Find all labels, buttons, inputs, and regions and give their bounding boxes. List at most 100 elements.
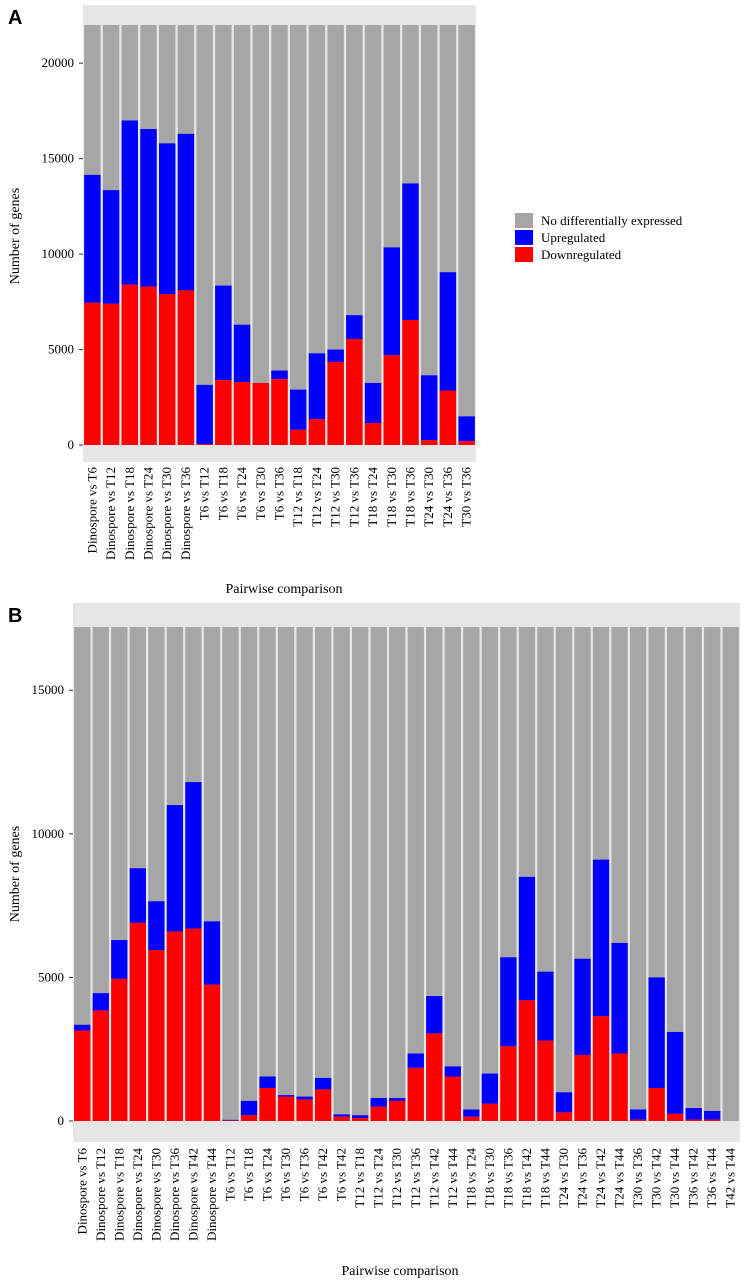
x-tick-label-14: T12 vs T30 <box>328 467 343 527</box>
bar-downregulated-26 <box>537 1040 554 1121</box>
bar-downregulated-32 <box>648 1087 665 1121</box>
bar-none-19 <box>420 25 438 445</box>
bar-upregulated-4 <box>129 868 146 923</box>
x-tick-label-11: T6 vs T36 <box>272 467 287 521</box>
bar-downregulated-18 <box>402 319 419 445</box>
bar-upregulated-18 <box>389 1098 406 1101</box>
bar-none-14 <box>314 627 332 1121</box>
bar-downregulated-29 <box>592 1016 610 1121</box>
bar-none-16 <box>352 627 369 1121</box>
y-tick-label-2: 5000 <box>38 969 64 984</box>
bar-upregulated-6 <box>166 805 184 932</box>
bar-upregulated-15 <box>333 1114 350 1117</box>
bar-upregulated-8 <box>215 285 232 381</box>
panel-a-bars <box>84 25 475 445</box>
bar-none-13 <box>308 25 326 445</box>
x-tick-label-16: T18 vs T24 <box>365 467 380 527</box>
bar-downregulated-16 <box>352 1118 369 1121</box>
bar-none-19 <box>407 627 424 1121</box>
bar-upregulated-29 <box>592 859 610 1017</box>
bar-upregulated-31 <box>629 1109 647 1120</box>
legend-swatch-up <box>515 230 533 245</box>
x-tick-label-25: T18 vs T42 <box>519 1148 534 1208</box>
bar-upregulated-7 <box>185 782 202 929</box>
bar-upregulated-3 <box>111 940 128 979</box>
bar-upregulated-13 <box>296 1096 313 1100</box>
x-tick-label-5: Dinospore vs T30 <box>148 1148 163 1241</box>
x-tick-label-4: Dinospore vs T24 <box>141 467 156 560</box>
bar-downregulated-4 <box>129 922 146 1121</box>
x-tick-label-21: T12 vs T44 <box>445 1148 460 1208</box>
bar-downregulated-1 <box>74 1030 91 1121</box>
bar-none-10 <box>252 25 270 445</box>
bar-downregulated-9 <box>233 382 251 445</box>
bar-upregulated-1 <box>74 1024 91 1031</box>
bar-upregulated-15 <box>346 315 363 340</box>
bar-downregulated-22 <box>463 1116 480 1121</box>
bar-upregulated-2 <box>102 190 120 304</box>
x-tick-label-10: T6 vs T30 <box>253 467 268 520</box>
x-tick-label-34: T36 vs T42 <box>686 1148 701 1208</box>
y-tick-label-1: 0 <box>68 437 75 452</box>
bar-upregulated-25 <box>518 876 536 1001</box>
bar-none-27 <box>555 627 573 1121</box>
x-tick-label-17: T12 vs T24 <box>371 1148 386 1208</box>
bar-upregulated-22 <box>463 1109 480 1117</box>
bar-upregulated-33 <box>667 1031 684 1114</box>
x-tick-label-21: T30 vs T36 <box>459 467 474 527</box>
legend-label-up: Upregulated <box>541 230 606 245</box>
bar-none-9 <box>222 627 239 1121</box>
bar-downregulated-9 <box>222 1120 239 1121</box>
bar-none-13 <box>296 627 313 1121</box>
bar-downregulated-20 <box>439 390 457 445</box>
x-tick-label-16: T12 vs T18 <box>352 1148 367 1208</box>
bar-downregulated-31 <box>629 1119 647 1121</box>
bar-downregulated-12 <box>277 1096 295 1121</box>
bar-downregulated-8 <box>215 380 232 445</box>
bar-none-21 <box>444 627 461 1121</box>
bar-downregulated-3 <box>111 978 128 1121</box>
bar-none-14 <box>327 25 344 445</box>
bar-none-7 <box>196 25 213 445</box>
x-tick-label-11: T6 vs T24 <box>260 1148 275 1202</box>
x-tick-label-6: Dinospore vs T36 <box>167 1148 182 1241</box>
x-tick-label-2: Dinospore vs T12 <box>93 1148 108 1241</box>
bar-downregulated-2 <box>92 1010 109 1121</box>
bar-upregulated-20 <box>439 272 457 391</box>
bar-upregulated-17 <box>383 247 401 356</box>
bar-downregulated-8 <box>203 984 221 1121</box>
x-tick-label-18: T12 vs T30 <box>389 1148 404 1208</box>
bar-upregulated-21 <box>458 416 475 442</box>
bar-upregulated-13 <box>308 353 326 420</box>
x-tick-label-26: T18 vs T44 <box>537 1148 552 1208</box>
bar-downregulated-30 <box>611 1053 628 1121</box>
bar-downregulated-15 <box>333 1116 350 1121</box>
bar-downregulated-5 <box>158 294 176 445</box>
bar-upregulated-5 <box>148 901 165 951</box>
x-tick-label-22: T18 vs T24 <box>463 1148 478 1208</box>
panel-b-y-axis-title: Number of genes <box>8 826 23 922</box>
bar-upregulated-4 <box>140 129 157 287</box>
panel-a-y-ticks: 0 5000 10000 15000 20000 <box>42 55 83 452</box>
bar-upregulated-3 <box>121 120 139 285</box>
bar-downregulated-2 <box>102 303 120 445</box>
bar-upregulated-19 <box>420 375 438 441</box>
bar-downregulated-33 <box>667 1113 684 1121</box>
y-tick-label-4: 15000 <box>32 682 65 697</box>
y-tick-label-3: 10000 <box>42 246 75 261</box>
x-tick-label-18: T18 vs T36 <box>403 467 418 527</box>
bar-downregulated-13 <box>296 1099 313 1121</box>
bar-upregulated-11 <box>259 1076 276 1088</box>
x-tick-label-19: T24 vs T30 <box>421 467 436 527</box>
x-tick-label-1: Dinospore vs T6 <box>74 1148 89 1235</box>
legend-label-none: No differentially expressed <box>541 213 683 228</box>
bar-upregulated-19 <box>407 1053 424 1068</box>
x-tick-label-5: Dinospore vs T30 <box>159 467 174 560</box>
x-tick-label-17: T18 vs T30 <box>384 467 399 527</box>
bar-downregulated-23 <box>481 1103 499 1121</box>
bar-downregulated-6 <box>166 931 184 1121</box>
bar-upregulated-12 <box>289 389 307 430</box>
bar-none-1 <box>74 627 91 1121</box>
bar-downregulated-4 <box>140 286 157 445</box>
